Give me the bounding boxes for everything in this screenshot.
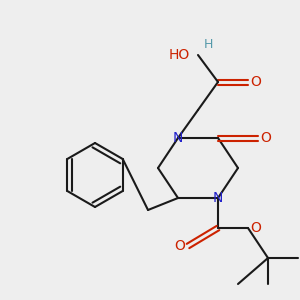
Text: O: O — [250, 221, 261, 235]
Text: N: N — [213, 191, 223, 205]
Text: H: H — [203, 38, 213, 52]
Text: N: N — [173, 131, 183, 145]
Text: O: O — [175, 239, 185, 253]
Text: O: O — [261, 131, 272, 145]
Text: HO: HO — [169, 48, 190, 62]
Text: O: O — [250, 75, 261, 89]
